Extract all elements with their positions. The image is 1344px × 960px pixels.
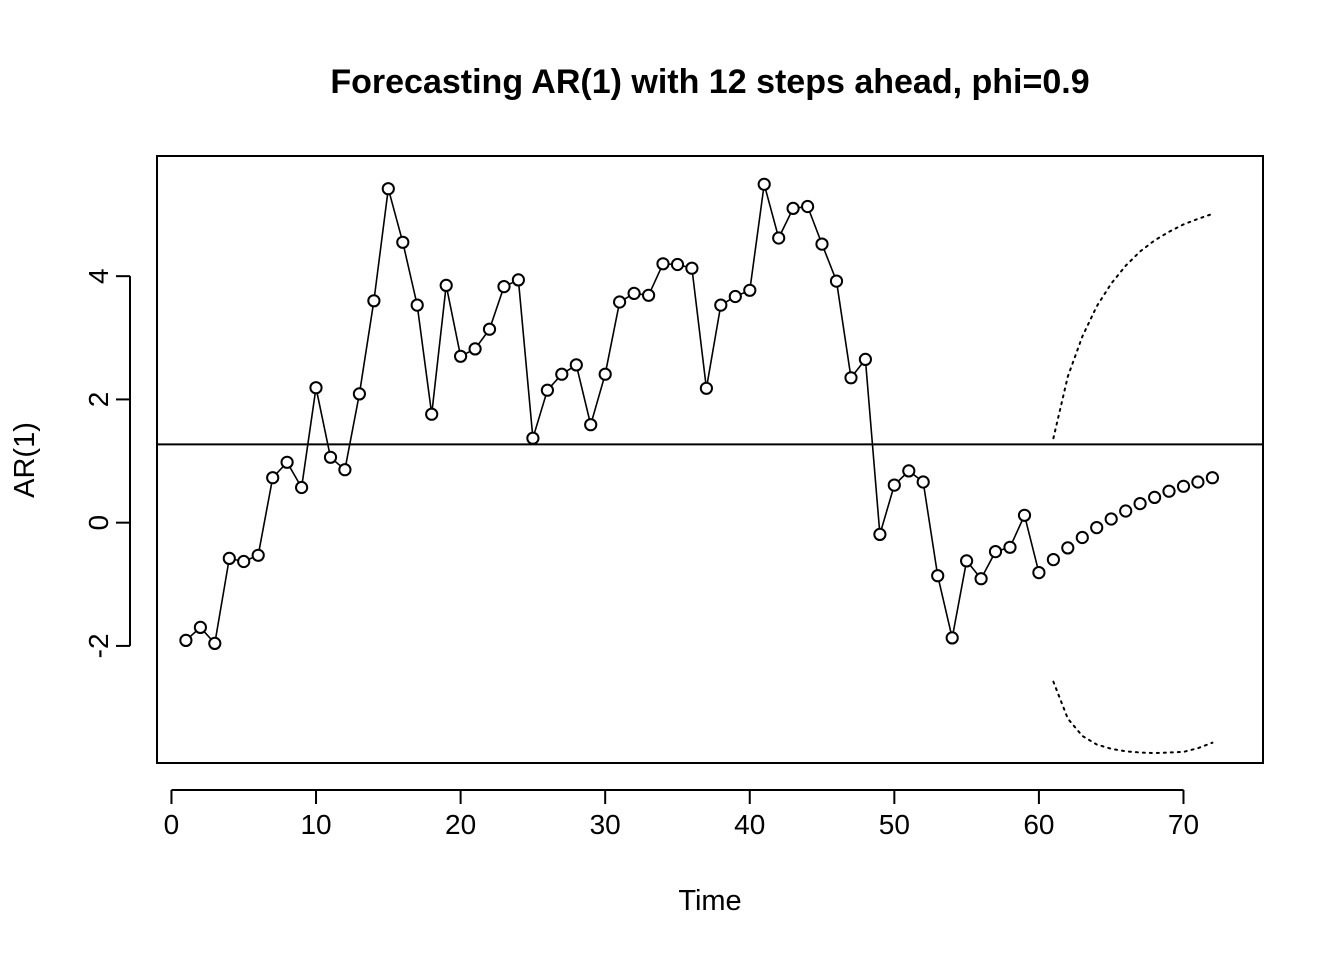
- observed-point: [295, 480, 309, 495]
- observed-point: [642, 288, 656, 302]
- observed-point: [757, 177, 771, 191]
- forecast-point: [1119, 504, 1133, 518]
- x-axis-label: Time: [678, 885, 741, 917]
- observed-point: [960, 554, 974, 568]
- observed-point: [598, 367, 612, 381]
- x-tick-label: 0: [164, 809, 180, 840]
- observed-point: [916, 475, 930, 489]
- forecast-point: [1148, 490, 1162, 504]
- forecast-point: [1075, 530, 1089, 545]
- observed-point: [1017, 508, 1032, 522]
- x-axis: 0 10 20 30 40 50 60 70: [164, 789, 1199, 840]
- chart-title: Forecasting AR(1) with 12 steps ahead, p…: [330, 63, 1089, 101]
- x-tick-label: 20: [445, 809, 476, 840]
- observed-point: [468, 342, 482, 356]
- observed-point: [511, 273, 526, 287]
- observed-point: [844, 371, 858, 385]
- observed-point: [222, 551, 236, 566]
- plot-frame: [156, 155, 1264, 764]
- observed-point: [873, 527, 887, 542]
- observed-point: [266, 471, 280, 485]
- y-axis-label: AR(1): [9, 422, 41, 498]
- observed-point: [988, 545, 1003, 559]
- chart-marks: [157, 177, 1263, 755]
- observed-point: [902, 464, 916, 478]
- observed-point: [410, 298, 424, 312]
- observed-point: [555, 367, 569, 381]
- observed-point: [439, 278, 453, 292]
- observed-point: [425, 407, 439, 421]
- observed-point: [237, 554, 251, 569]
- forecast-point: [1176, 479, 1191, 493]
- forecast-point: [1133, 497, 1147, 511]
- observed-point: [526, 431, 540, 445]
- y-tick-label: 4: [83, 268, 114, 284]
- observed-point: [309, 381, 323, 395]
- observed-point: [670, 257, 685, 272]
- observed-point: [251, 548, 265, 562]
- observed-point: [613, 295, 627, 309]
- upper-bound-line: [1052, 212, 1214, 440]
- observed-point: [1003, 540, 1017, 554]
- observed-point: [786, 201, 800, 215]
- observed-point: [381, 182, 395, 196]
- observed-point: [714, 298, 728, 312]
- y-tick-label: 0: [83, 515, 114, 531]
- observed-point: [627, 286, 641, 300]
- observed-point: [497, 280, 511, 294]
- observed-point: [338, 463, 352, 477]
- x-tick-label: 70: [1168, 809, 1199, 840]
- y-axis: -2 0 2 4: [83, 268, 131, 658]
- observed-point: [931, 569, 945, 583]
- observed-point: [454, 349, 468, 363]
- forecast-point: [1061, 541, 1075, 555]
- x-tick-label: 60: [1023, 809, 1054, 840]
- y-tick-label: 2: [83, 392, 114, 408]
- observed-point: [887, 478, 901, 492]
- forecast-point: [1205, 471, 1220, 485]
- x-tick-label: 30: [590, 809, 621, 840]
- x-tick-label: 40: [734, 809, 765, 840]
- observed-point: [352, 387, 366, 401]
- observed-line: [185, 184, 1040, 646]
- y-tick-label: -2: [83, 633, 114, 658]
- forecast-point: [1046, 553, 1061, 567]
- observed-point: [743, 283, 757, 297]
- observed-point: [482, 322, 497, 336]
- observed-point: [858, 352, 873, 366]
- observed-point: [280, 455, 294, 469]
- observed-point: [396, 235, 410, 249]
- observed-point: [1032, 566, 1046, 580]
- x-tick-label: 50: [879, 809, 910, 840]
- observed-point: [569, 358, 583, 372]
- observed-point: [208, 636, 222, 651]
- observed-point: [685, 261, 699, 275]
- forecast-point: [1104, 512, 1118, 526]
- observed-point: [829, 274, 844, 288]
- observed-point: [584, 418, 598, 432]
- observed-point: [656, 257, 670, 271]
- lower-bound-line: [1052, 680, 1214, 755]
- forecast-point: [1090, 521, 1104, 535]
- forecast-point: [1191, 475, 1205, 489]
- observed-point: [974, 572, 988, 586]
- observed-point: [179, 633, 193, 648]
- observed-point: [323, 450, 338, 464]
- forecast-point: [1162, 484, 1176, 498]
- observed-point: [728, 289, 742, 304]
- observed-point: [772, 231, 786, 245]
- observed-point: [699, 381, 714, 395]
- observed-point: [815, 237, 829, 251]
- observed-point: [801, 199, 815, 214]
- observed-point: [367, 294, 381, 308]
- observed-point: [540, 383, 555, 397]
- x-tick-label: 10: [300, 809, 331, 840]
- observed-point: [193, 620, 207, 635]
- observed-point: [945, 631, 959, 645]
